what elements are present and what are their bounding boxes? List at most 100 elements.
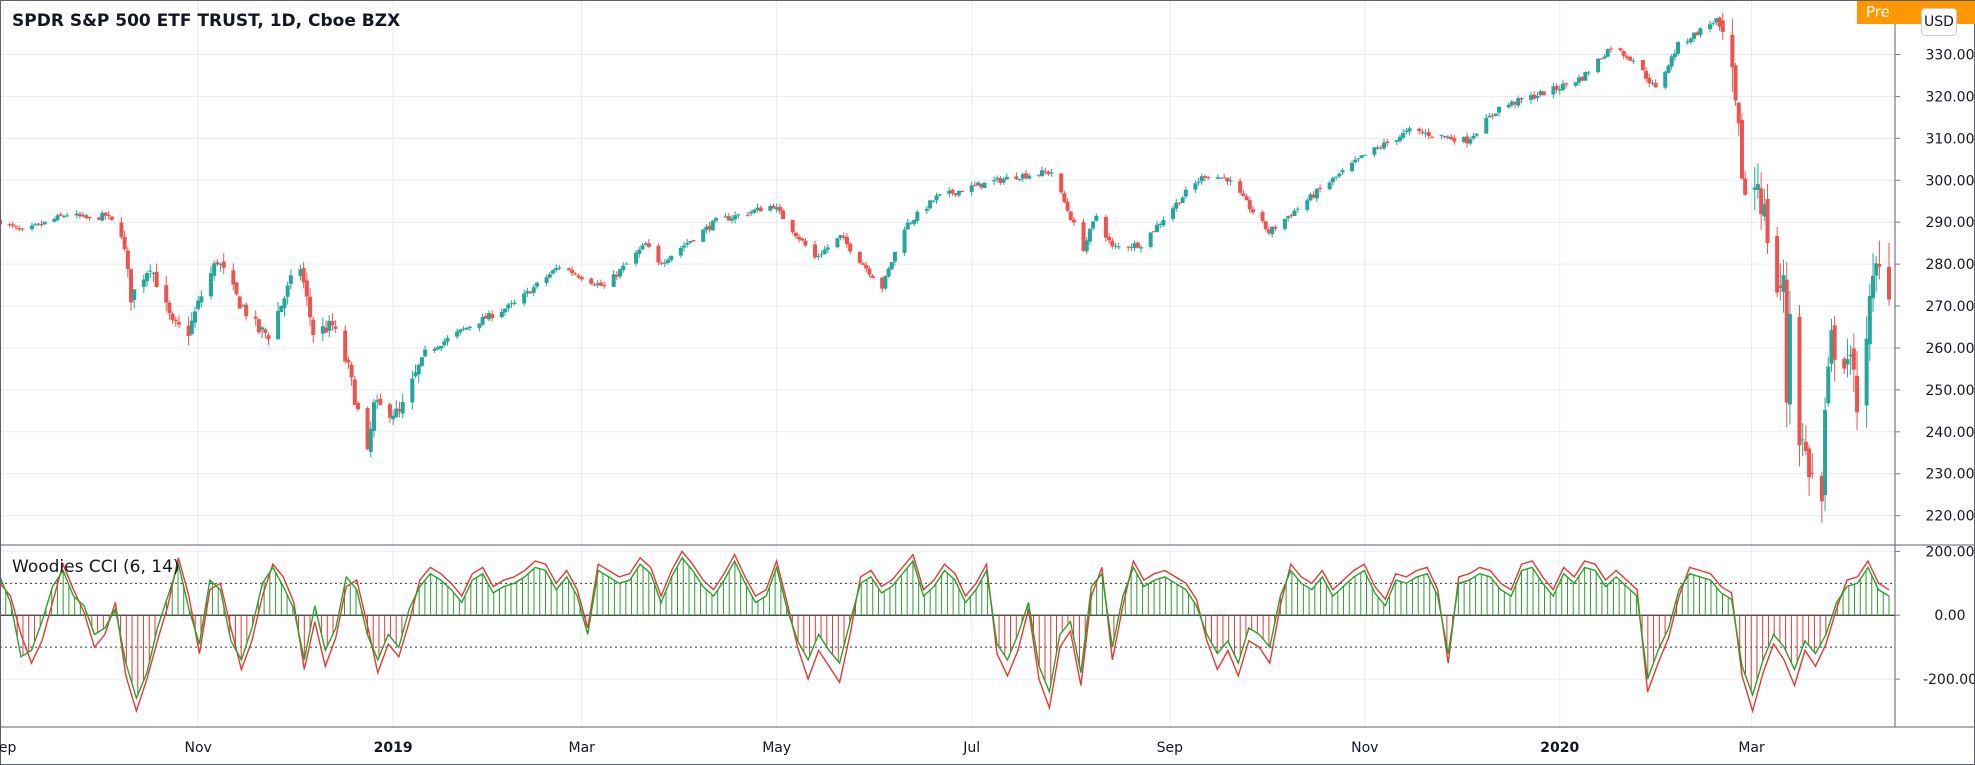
price-pane-grid: [0, 0, 1895, 545]
candle-body: [196, 300, 201, 309]
price-axis[interactable]: 220.00 230.00 240.00 250.00 260.00 270.00 280.…: [1895, 48, 1975, 525]
candle-body: [774, 207, 779, 210]
candle-body: [979, 183, 984, 188]
candle-body: [1509, 101, 1514, 106]
currency-button[interactable]: USD: [1921, 8, 1957, 36]
candle-body: [58, 214, 63, 216]
candle-body: [1628, 56, 1633, 61]
candle-body: [525, 291, 530, 294]
candle-body: [208, 273, 213, 297]
candle-body: [745, 214, 750, 216]
candle-body: [860, 263, 865, 265]
candle-body: [1672, 53, 1677, 58]
candle-body: [1762, 204, 1767, 217]
candle-body: [624, 263, 629, 265]
candle-body: [333, 326, 338, 329]
candle-body: [1695, 32, 1700, 36]
candle-body: [52, 218, 57, 222]
candle-body: [589, 278, 594, 284]
turbo-cci-line: [0, 550, 1890, 714]
candle-body: [1730, 34, 1735, 68]
candle-body: [1177, 202, 1182, 204]
candle-body: [1059, 173, 1064, 193]
candle-body: [276, 311, 281, 340]
candle-body: [1807, 448, 1812, 478]
candle-body: [410, 378, 415, 403]
candle-body: [1110, 240, 1115, 247]
candle-body: [1206, 176, 1211, 178]
time-tick-label: Sep: [0, 740, 17, 756]
candle-body: [566, 268, 571, 271]
candle-body: [1653, 82, 1658, 88]
time-axis[interactable]: Sep Nov 2019 Mar May Jul Sep Nov 2020 Mar: [0, 740, 1765, 756]
candle-body: [125, 250, 130, 270]
candle-body: [103, 212, 108, 216]
candle-body: [330, 321, 335, 326]
price-tick-label: 260.00: [1926, 341, 1975, 357]
candle-body: [1513, 102, 1518, 105]
candle-body: [723, 216, 728, 218]
candle-body: [634, 252, 639, 264]
candle-body: [442, 341, 447, 346]
candle-body: [1116, 246, 1121, 248]
candle-body: [1845, 359, 1850, 365]
candle-body: [1135, 242, 1140, 248]
candle-body: [710, 220, 715, 231]
candle-body: [1263, 221, 1268, 230]
candle-body: [1359, 155, 1364, 158]
candle-body: [352, 379, 357, 405]
candle-body: [707, 225, 712, 230]
candle-body: [1631, 60, 1636, 62]
candle-body: [311, 319, 316, 335]
candle-body: [1036, 174, 1041, 176]
candle-body: [10, 224, 15, 226]
candle-body: [1803, 441, 1808, 451]
indicator-title[interactable]: Woodies CCI (6, 14): [12, 557, 180, 577]
candle-body: [164, 285, 169, 303]
candle-body: [397, 409, 402, 412]
candle-body: [509, 303, 514, 305]
candle-body: [976, 182, 981, 186]
candle-body: [1445, 136, 1450, 138]
candle-body: [1669, 56, 1674, 67]
time-tick-label: Mar: [1738, 740, 1765, 756]
candle-body: [13, 226, 18, 228]
candle-body: [947, 190, 952, 194]
candle-body: [1027, 175, 1032, 179]
candle-body: [1580, 76, 1585, 81]
candle-body: [931, 200, 936, 202]
candle-body: [998, 178, 1003, 183]
candle-body: [1743, 178, 1748, 195]
candle-body: [1516, 98, 1521, 106]
cci-tick-label: -200.00: [1923, 672, 1975, 688]
candle-body: [1292, 210, 1297, 217]
candle-body: [1426, 132, 1431, 136]
candle-body: [1887, 266, 1891, 300]
price-tick-label: 320.00: [1926, 89, 1975, 105]
candle-body: [1474, 133, 1479, 136]
price-tick-label: 290.00: [1926, 215, 1975, 231]
candle-body: [349, 364, 354, 378]
time-tick-label: 2020: [1540, 740, 1579, 756]
candle-body: [42, 221, 47, 225]
candle-body: [17, 228, 22, 230]
candle-body: [1855, 375, 1860, 413]
candle-body: [1404, 130, 1409, 133]
candle-body: [768, 206, 773, 211]
candle-body: [1848, 354, 1853, 357]
candle-body: [752, 209, 757, 213]
candle-body: [1663, 71, 1668, 88]
candle-body: [704, 226, 709, 231]
cci-axis[interactable]: 200.00 0.00 -200.00: [1895, 544, 1975, 688]
candle-body: [1183, 189, 1188, 197]
candle-body: [835, 238, 840, 248]
candle-body: [1468, 139, 1473, 144]
candle-body: [1180, 197, 1185, 203]
candle-body: [464, 327, 469, 330]
candle-body: [595, 283, 600, 286]
candle-body: [845, 236, 850, 245]
price-tick-label: 330.00: [1926, 48, 1975, 64]
candle-body: [1196, 182, 1201, 184]
candle-body: [1624, 56, 1629, 58]
